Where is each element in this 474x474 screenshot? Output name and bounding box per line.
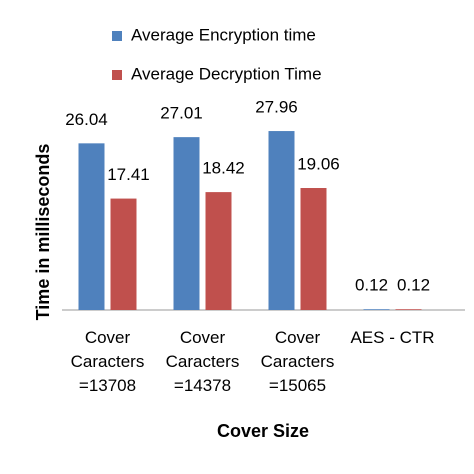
value-label: 26.04	[65, 110, 108, 129]
bar	[110, 198, 137, 310]
value-label: 27.96	[255, 98, 298, 117]
value-label: 17.41	[107, 165, 150, 184]
bar	[300, 188, 327, 310]
x-tick-label: Cover Caracters =13708	[70, 328, 145, 395]
x-axis-title: Cover Size	[217, 421, 309, 441]
y-axis-title: Time in milliseconds	[33, 144, 53, 321]
legend-swatch	[112, 31, 122, 41]
legend-label: Average Encryption time	[131, 25, 316, 44]
bar	[363, 309, 390, 310]
legend-swatch	[112, 70, 122, 80]
value-label: 18.42	[202, 159, 245, 178]
x-tick-label: AES - CTR	[350, 328, 435, 347]
bar	[173, 137, 200, 310]
legend-label: Average Decryption Time	[131, 64, 322, 83]
value-label: 0.12	[355, 276, 388, 295]
bar	[78, 143, 105, 310]
bar	[268, 131, 295, 310]
bar	[395, 309, 422, 310]
x-tick-label: Cover Caracters =14378	[165, 328, 240, 395]
x-tick-label: Cover Caracters =15065	[260, 328, 335, 395]
bar	[205, 192, 232, 310]
value-label: 19.06	[297, 155, 340, 174]
value-label: 0.12	[397, 276, 430, 295]
value-label: 27.01	[160, 104, 203, 123]
